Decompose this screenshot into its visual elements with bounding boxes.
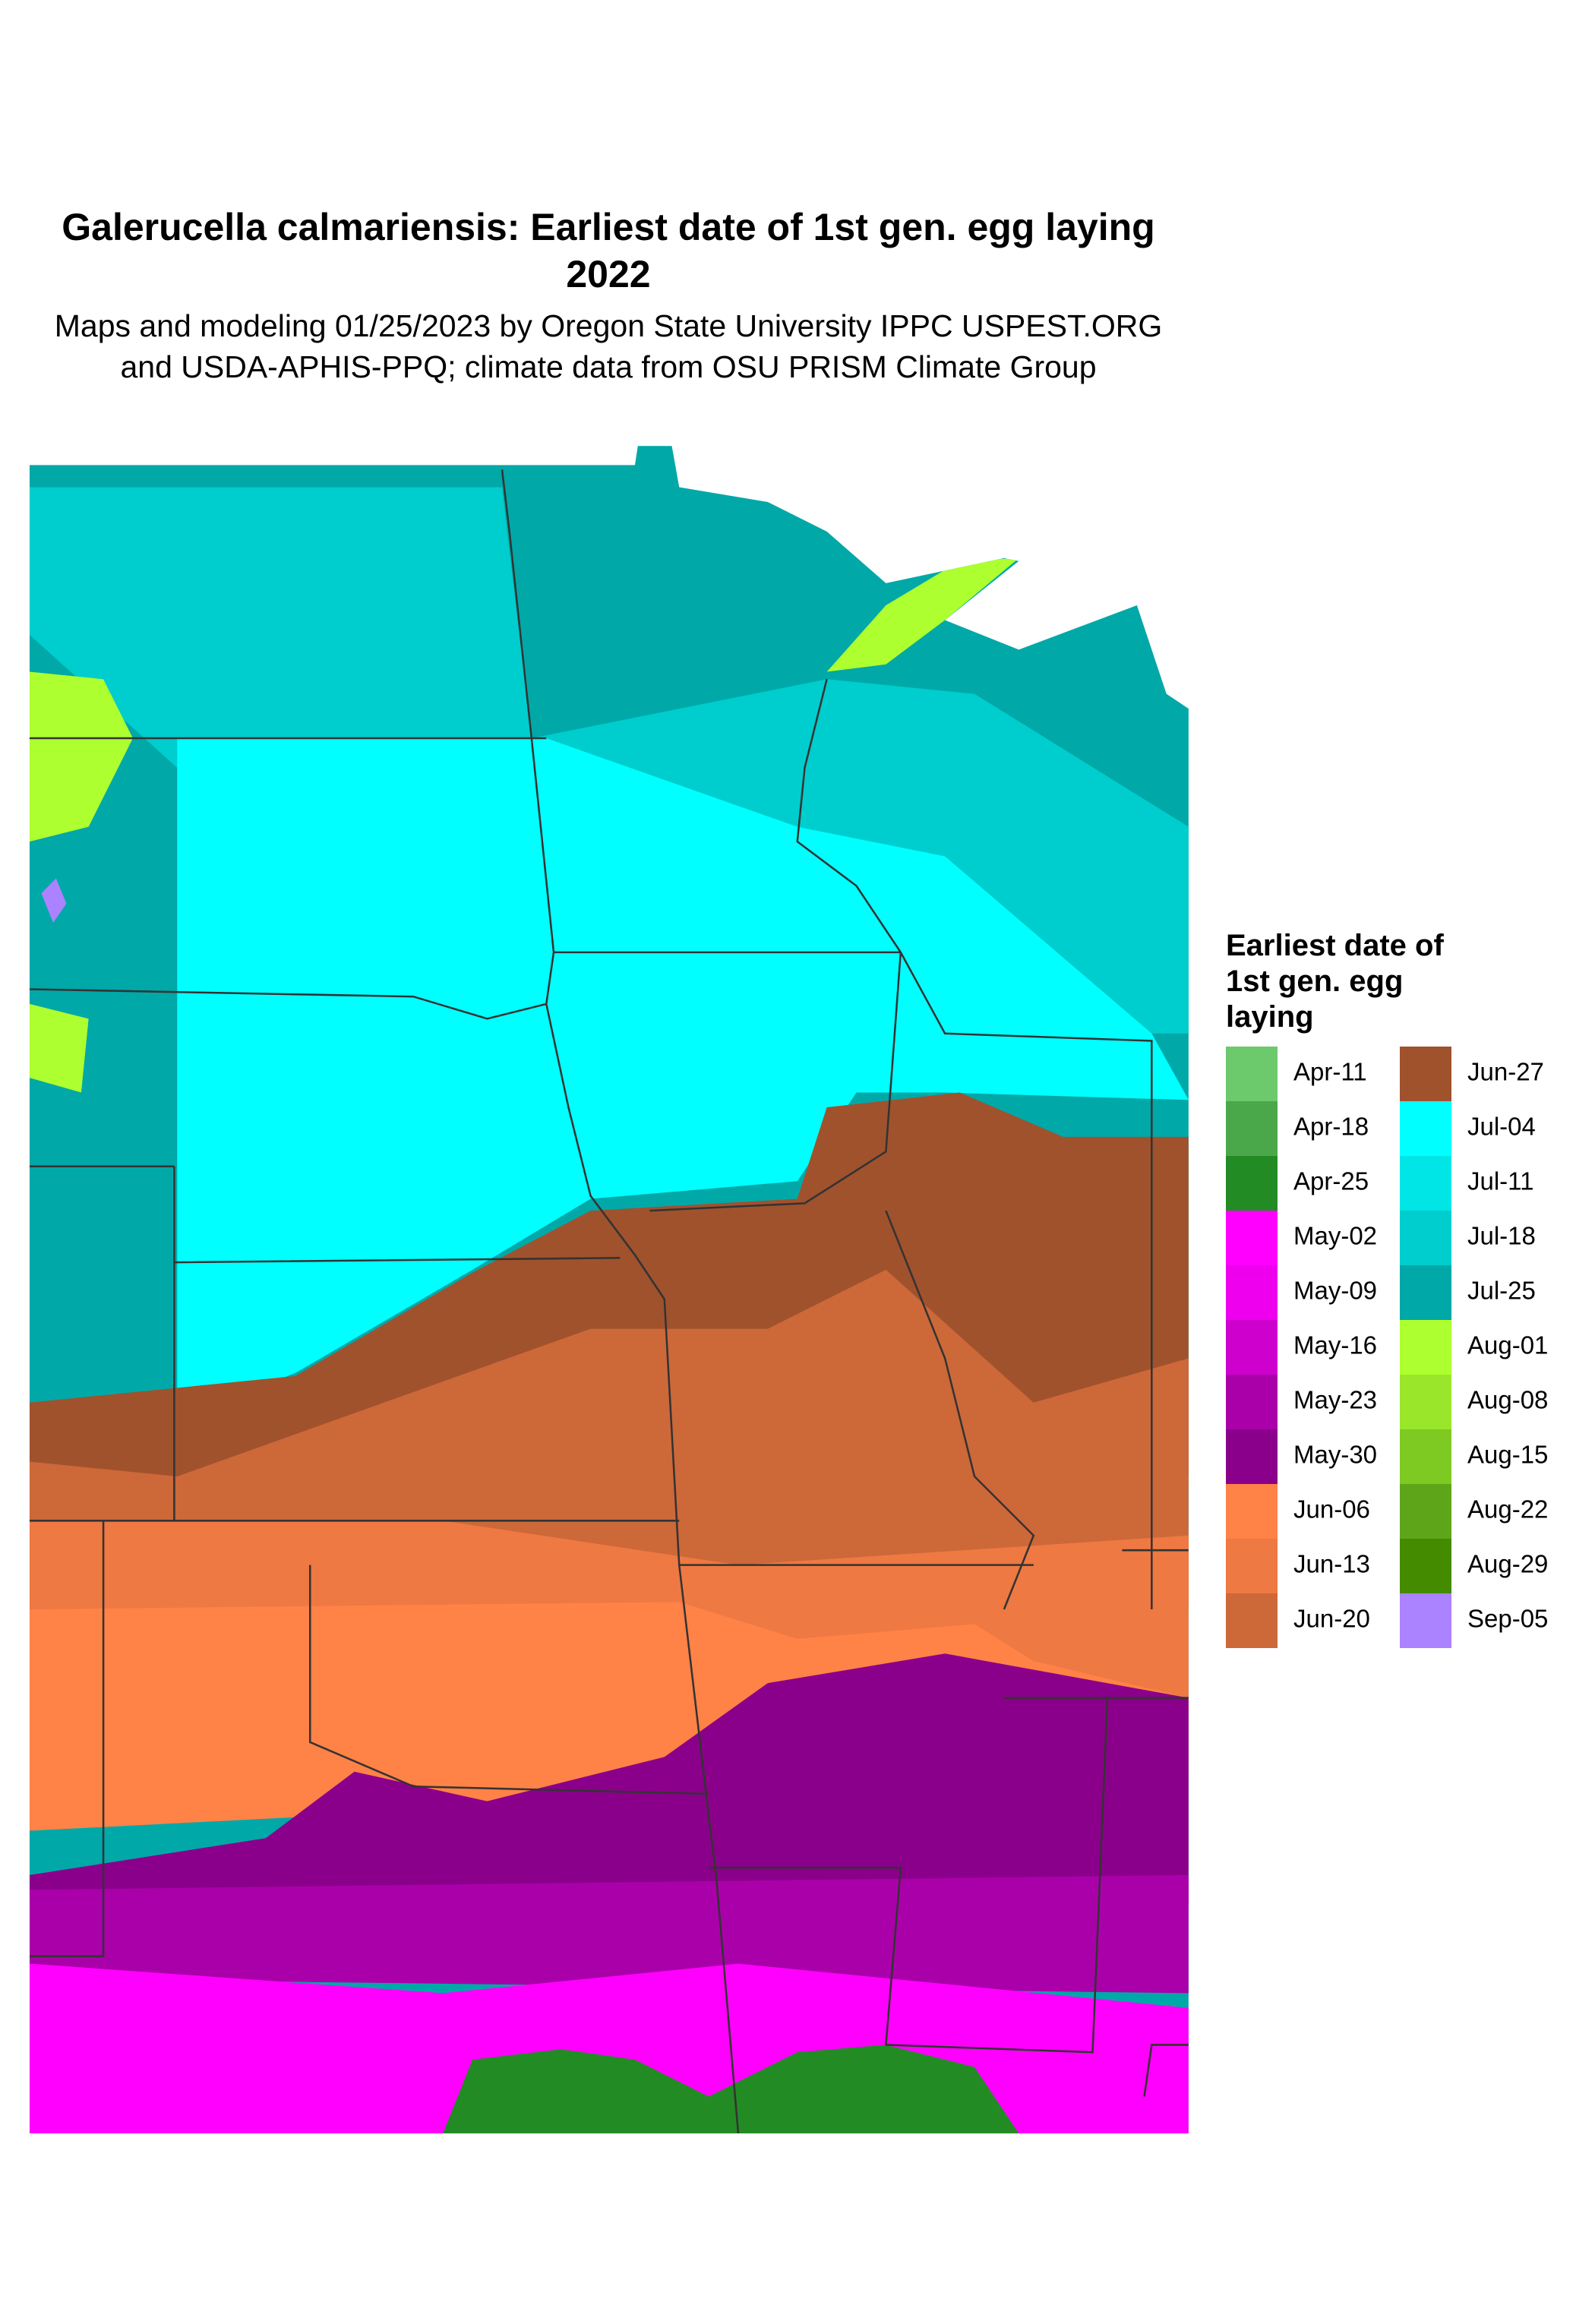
state-lines bbox=[29, 469, 1189, 2134]
legend-label: Aug-29 bbox=[1467, 1550, 1548, 1578]
legend-swatch bbox=[1400, 1484, 1451, 1539]
legend-swatch bbox=[1400, 1101, 1451, 1156]
legend-swatch bbox=[1226, 1101, 1278, 1156]
legend-swatch bbox=[1400, 1593, 1451, 1648]
legend-label: Aug-15 bbox=[1467, 1441, 1548, 1469]
legend-swatch bbox=[1226, 1320, 1278, 1375]
legend-swatch bbox=[1400, 1320, 1451, 1375]
legend-label: Jul-18 bbox=[1467, 1222, 1536, 1250]
legend-swatch bbox=[1400, 1539, 1451, 1593]
legend-label: Apr-18 bbox=[1293, 1113, 1369, 1141]
legend-swatch bbox=[1226, 1539, 1278, 1593]
legend-label: Aug-22 bbox=[1467, 1495, 1548, 1524]
legend-label: Jun-06 bbox=[1293, 1495, 1370, 1524]
legend-swatch bbox=[1400, 1047, 1451, 1101]
legend-label: Jun-13 bbox=[1293, 1550, 1370, 1578]
legend-swatch bbox=[1226, 1211, 1278, 1265]
legend-label: May-30 bbox=[1293, 1441, 1377, 1469]
legend-swatch bbox=[1226, 1265, 1278, 1320]
legend-swatch bbox=[1226, 1593, 1278, 1648]
region bbox=[41, 878, 67, 923]
legend-label: May-23 bbox=[1293, 1386, 1377, 1414]
legend-swatch bbox=[1400, 1156, 1451, 1211]
map-body bbox=[29, 446, 1189, 2134]
legend-swatch bbox=[1226, 1156, 1278, 1211]
legend-swatch bbox=[1226, 1375, 1278, 1429]
region bbox=[29, 1874, 1189, 1994]
legend-label: Jul-04 bbox=[1467, 1113, 1536, 1141]
legend-label: Jun-27 bbox=[1467, 1058, 1544, 1086]
legend-swatch bbox=[1400, 1211, 1451, 1265]
legend-swatch bbox=[1226, 1047, 1278, 1101]
legend-label: Apr-11 bbox=[1293, 1058, 1367, 1086]
title: Galerucella calmariensis: Earliest date … bbox=[62, 206, 1155, 295]
legend-label: Jun-20 bbox=[1293, 1605, 1370, 1633]
legend-label: Aug-01 bbox=[1467, 1331, 1548, 1359]
legend-swatch bbox=[1400, 1265, 1451, 1320]
legend-swatch bbox=[1400, 1375, 1451, 1429]
legend-label: May-09 bbox=[1293, 1277, 1377, 1305]
legend-swatch bbox=[1400, 1429, 1451, 1484]
legend-swatch bbox=[1226, 1484, 1278, 1539]
subtitle: Maps and modeling 01/25/2023 by Oregon S… bbox=[54, 308, 1163, 384]
legend-label: Apr-25 bbox=[1293, 1167, 1369, 1195]
legend-label: Jul-11 bbox=[1467, 1167, 1533, 1195]
legend-label: Sep-05 bbox=[1467, 1605, 1548, 1633]
legend-label: May-16 bbox=[1293, 1331, 1377, 1359]
legend-label: Jul-25 bbox=[1467, 1277, 1536, 1305]
legend-label: Aug-08 bbox=[1467, 1386, 1548, 1414]
region bbox=[177, 738, 1189, 1418]
legend-swatch bbox=[1226, 1429, 1278, 1484]
legend-label: May-02 bbox=[1293, 1222, 1377, 1250]
region bbox=[29, 1653, 1189, 1905]
legend-title: Earliest date of 1st gen. egg laying bbox=[1226, 929, 1444, 1034]
region bbox=[443, 2045, 1019, 2134]
